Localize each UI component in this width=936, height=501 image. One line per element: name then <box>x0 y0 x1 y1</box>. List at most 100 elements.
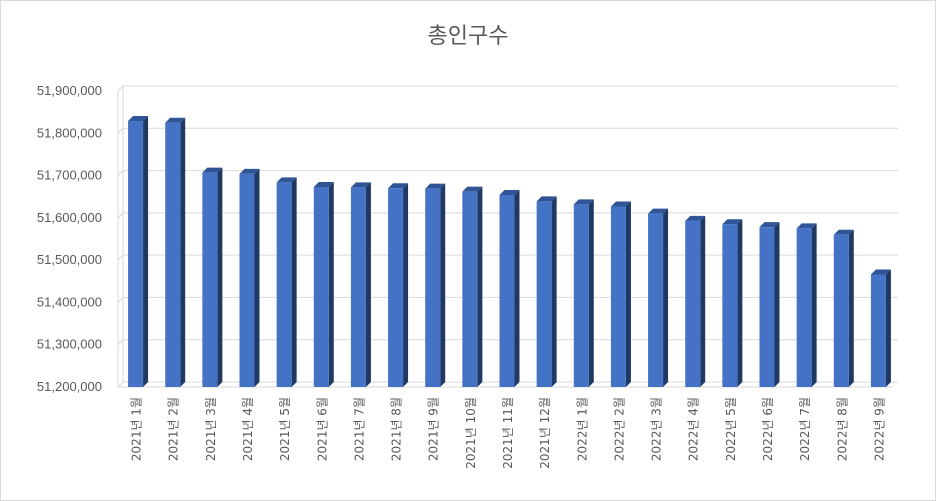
bar <box>796 228 812 387</box>
bar-side <box>663 208 669 387</box>
bar-top <box>870 269 891 275</box>
bar <box>573 204 589 387</box>
bar-top <box>833 229 854 235</box>
bar <box>610 206 626 387</box>
bar-top <box>759 222 780 228</box>
bar-top <box>350 182 371 188</box>
x-tick-label: 2021년 10월 <box>464 397 478 469</box>
bar-side <box>551 196 557 387</box>
bar-top <box>685 215 706 221</box>
bar-top <box>499 190 520 196</box>
bar-side <box>885 269 891 387</box>
y-tick-label: 51,400,000 <box>37 294 102 309</box>
bar <box>648 213 664 387</box>
bar-top <box>536 196 557 202</box>
bar <box>870 274 886 387</box>
bar-side <box>217 167 223 387</box>
bar-side <box>440 183 446 387</box>
bar <box>462 191 478 387</box>
x-tick-label: 2021년 6월 <box>315 397 329 461</box>
x-tick-label: 2021년 9월 <box>427 397 441 461</box>
x-tick-label: 2021년 4월 <box>241 397 255 461</box>
y-tick-label: 51,200,000 <box>37 379 102 394</box>
x-tick-label: 2022년 6월 <box>761 397 775 461</box>
bar-top <box>239 168 260 174</box>
x-tick-label: 2022년 3월 <box>650 397 664 461</box>
gridline-depth <box>117 381 124 388</box>
x-tick-label: 2022년 2월 <box>612 397 626 461</box>
bar <box>388 188 404 387</box>
bar-side <box>848 229 854 387</box>
bar-top <box>313 181 334 187</box>
bar-side <box>365 182 371 387</box>
x-tick-label: 2021년 3월 <box>204 397 218 461</box>
gridline-depth <box>117 339 124 346</box>
bar-top <box>202 167 223 173</box>
x-tick-label: 2022년 1월 <box>575 397 589 461</box>
bar-side <box>477 186 483 387</box>
x-tick-label: 2022년 9월 <box>872 397 886 461</box>
x-tick-label: 2021년 11월 <box>501 397 515 469</box>
x-tick-label: 2021년 2월 <box>167 397 181 461</box>
bar-side <box>514 190 520 387</box>
x-tick-label: 2022년 4월 <box>687 397 701 461</box>
y-tick-label: 51,800,000 <box>37 125 102 140</box>
gridline-depth <box>117 170 124 176</box>
bar-side <box>588 199 594 387</box>
bar <box>239 173 255 387</box>
bar-top <box>573 199 594 205</box>
x-tick-label: 2022년 5월 <box>724 397 738 461</box>
bar <box>722 224 738 387</box>
bar-top <box>796 223 817 229</box>
gridline-depth <box>117 212 124 219</box>
bar <box>202 172 218 387</box>
bar-side <box>774 222 780 387</box>
bar <box>759 227 775 387</box>
x-tick-label: 2021년 12월 <box>538 397 552 469</box>
bar-side <box>700 215 706 387</box>
bar <box>425 188 441 387</box>
y-tick-label: 51,700,000 <box>37 168 102 183</box>
y-tick-label: 51,300,000 <box>37 337 102 352</box>
gridline-depth <box>117 127 124 134</box>
bar-top <box>425 183 446 189</box>
bar-side <box>143 116 149 387</box>
bar-side <box>403 183 409 387</box>
bar-side <box>254 168 260 387</box>
bar-side <box>625 201 631 387</box>
x-tick-label: 2021년 7월 <box>352 397 366 461</box>
x-tick-label: 2021년 8월 <box>390 397 404 461</box>
bar-side <box>291 177 297 387</box>
bar-top <box>388 183 409 189</box>
bar-top <box>648 208 669 214</box>
bar <box>833 234 849 387</box>
bar-side <box>737 219 743 387</box>
bar-top <box>128 116 149 122</box>
gridline-depth <box>117 254 124 261</box>
bar-top <box>462 186 483 192</box>
bar-top <box>165 117 186 123</box>
gridline-depth <box>117 297 124 303</box>
bar <box>499 195 515 387</box>
bar <box>350 187 366 387</box>
bar <box>685 220 701 387</box>
x-tick-label: 2022년 7월 <box>798 397 812 461</box>
chart-title: 총인구수 <box>427 24 509 49</box>
x-tick-label: 2021년 1월 <box>130 397 144 461</box>
y-tick-label: 51,900,000 <box>37 83 102 98</box>
x-tick-label: 2021년 5월 <box>278 397 292 461</box>
bar-side <box>811 223 817 387</box>
y-tick-label: 51,500,000 <box>37 252 102 267</box>
gridline-depth <box>117 85 124 92</box>
bar-side <box>180 117 186 387</box>
y-tick-label: 51,600,000 <box>37 210 102 225</box>
bar <box>128 121 144 387</box>
bar-top <box>722 219 743 225</box>
bar <box>313 186 329 387</box>
bar <box>165 122 181 387</box>
x-tick-label: 2022년 8월 <box>835 397 849 461</box>
bar-side <box>328 181 334 387</box>
bar <box>276 182 292 387</box>
bar-top <box>610 201 631 207</box>
